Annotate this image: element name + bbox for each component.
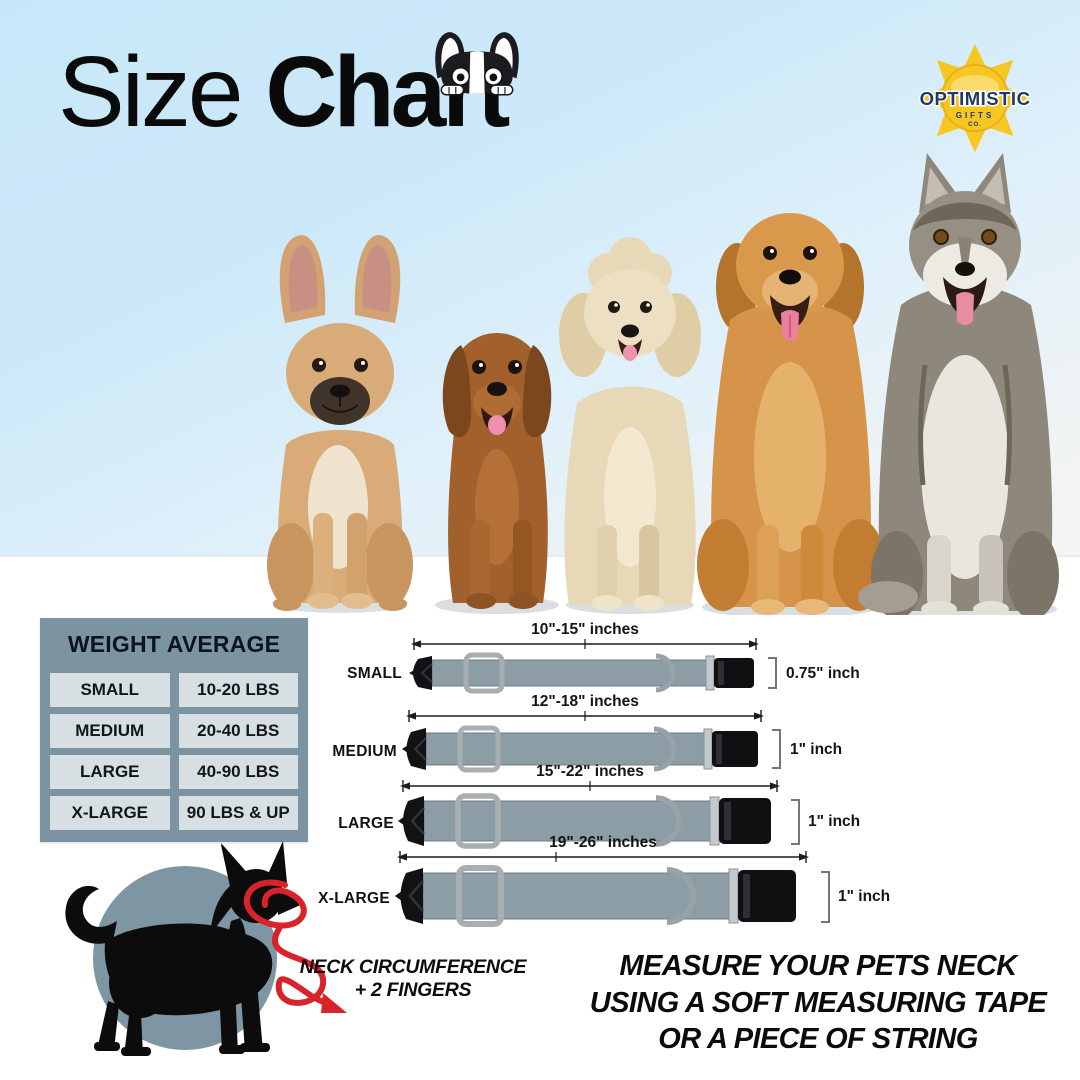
collar-size-label: SMALL — [347, 665, 402, 682]
collar-image-small — [409, 652, 754, 694]
table-row: LARGE 40-90 LBS — [50, 755, 298, 789]
dog-lineup-image — [267, 153, 1059, 615]
measure-instructions: MEASURE YOUR PETS NECK USING A SOFT MEAS… — [558, 948, 1078, 1058]
size-cell: X-LARGE — [50, 796, 170, 830]
measure-line3: OR A PIECE OF STRING — [658, 1023, 978, 1056]
collar-length-label: 15"-22" inches — [536, 763, 644, 780]
measure-line2: USING A SOFT MEASURING TAPE — [589, 986, 1047, 1019]
sun-rays-icon — [921, 44, 1029, 152]
collar-size-label: X-LARGE — [318, 890, 390, 907]
collar-size-label: LARGE — [338, 815, 394, 832]
french-bulldog-image — [267, 235, 413, 611]
width-bracket — [791, 799, 800, 845]
collar-width-label: 0.75" inch — [786, 665, 860, 682]
poodle-image — [559, 237, 701, 611]
measurement-line — [411, 638, 759, 650]
size-cell: SMALL — [50, 673, 170, 707]
collar-length-label: 10"-15" inches — [531, 621, 639, 638]
weight-cell: 40-90 LBS — [178, 755, 298, 789]
red-arrowhead — [321, 993, 347, 1013]
page-title: Size Chart — [58, 40, 678, 144]
width-bracket — [768, 657, 777, 689]
chihuahua-silhouette — [65, 841, 305, 1056]
size-cell: LARGE — [50, 755, 170, 789]
golden-retriever-image — [697, 213, 903, 615]
table-row: X-LARGE 90 LBS & UP — [50, 796, 298, 830]
brand-sub2: CO. — [968, 122, 982, 128]
collar-width-label: 1" inch — [790, 741, 843, 758]
dachshund-image — [442, 333, 552, 609]
brand-logo: OPTIMISTIC GIFTS CO. — [918, 44, 1031, 152]
red-neck-loop — [243, 879, 332, 1008]
measurement-line — [406, 710, 764, 722]
table-row: MEDIUM 20-40 LBS — [50, 714, 298, 748]
neck-note-line2: + 2 FINGERS — [354, 979, 472, 1001]
width-bracket — [772, 729, 781, 769]
weight-table-header: WEIGHT AVERAGE — [67, 631, 281, 657]
collar-width-label: 1" inch — [808, 813, 861, 830]
brand-name: OPTIMISTIC — [920, 88, 1031, 109]
collar-width-label: 1" inch — [838, 888, 891, 905]
collar-size-label: MEDIUM — [332, 743, 397, 760]
weight-cell: 90 LBS & UP — [178, 796, 298, 830]
collar-image-large — [398, 793, 771, 849]
collar-length-label: 12"-18" inches — [531, 693, 639, 710]
weight-average-table: WEIGHT AVERAGE SMALL 10-20 LBS MEDIUM 20… — [40, 618, 308, 842]
collar-image-xlarge — [395, 865, 796, 927]
collar-length-label: 19"-26" inches — [549, 834, 657, 851]
measure-line1: MEASURE YOUR PETS NECK — [619, 950, 1017, 982]
size-cell: MEDIUM — [50, 714, 170, 748]
title-word-size: Size — [58, 36, 244, 148]
table-row: SMALL 10-20 LBS — [50, 673, 298, 707]
weight-cell: 20-40 LBS — [178, 714, 298, 748]
measurement-line — [400, 780, 780, 792]
brand-sub1: GIFTS — [956, 111, 995, 120]
collar-image-medium — [402, 725, 758, 773]
neck-measure-diagram — [65, 841, 347, 1056]
wolfdog-image — [858, 153, 1059, 615]
neck-note: NECK CIRCUMFERENCE + 2 FINGERS — [288, 956, 538, 1002]
neck-note-line1: NECK CIRCUMFERENCE — [299, 956, 527, 978]
measurement-line — [397, 851, 809, 863]
width-bracket — [821, 871, 830, 923]
weight-cell: 10-20 LBS — [178, 673, 298, 707]
peeking-french-bulldog-icon — [435, 32, 519, 96]
